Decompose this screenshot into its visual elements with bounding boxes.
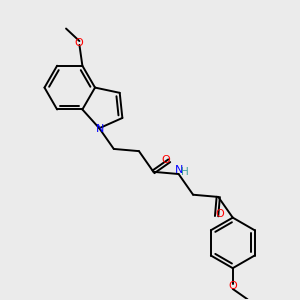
Text: N: N [96, 124, 104, 134]
Text: O: O [161, 155, 170, 165]
Text: H: H [181, 167, 189, 177]
Text: O: O [216, 209, 224, 219]
Text: O: O [75, 38, 83, 48]
Text: O: O [228, 281, 237, 291]
Text: N: N [175, 166, 183, 176]
